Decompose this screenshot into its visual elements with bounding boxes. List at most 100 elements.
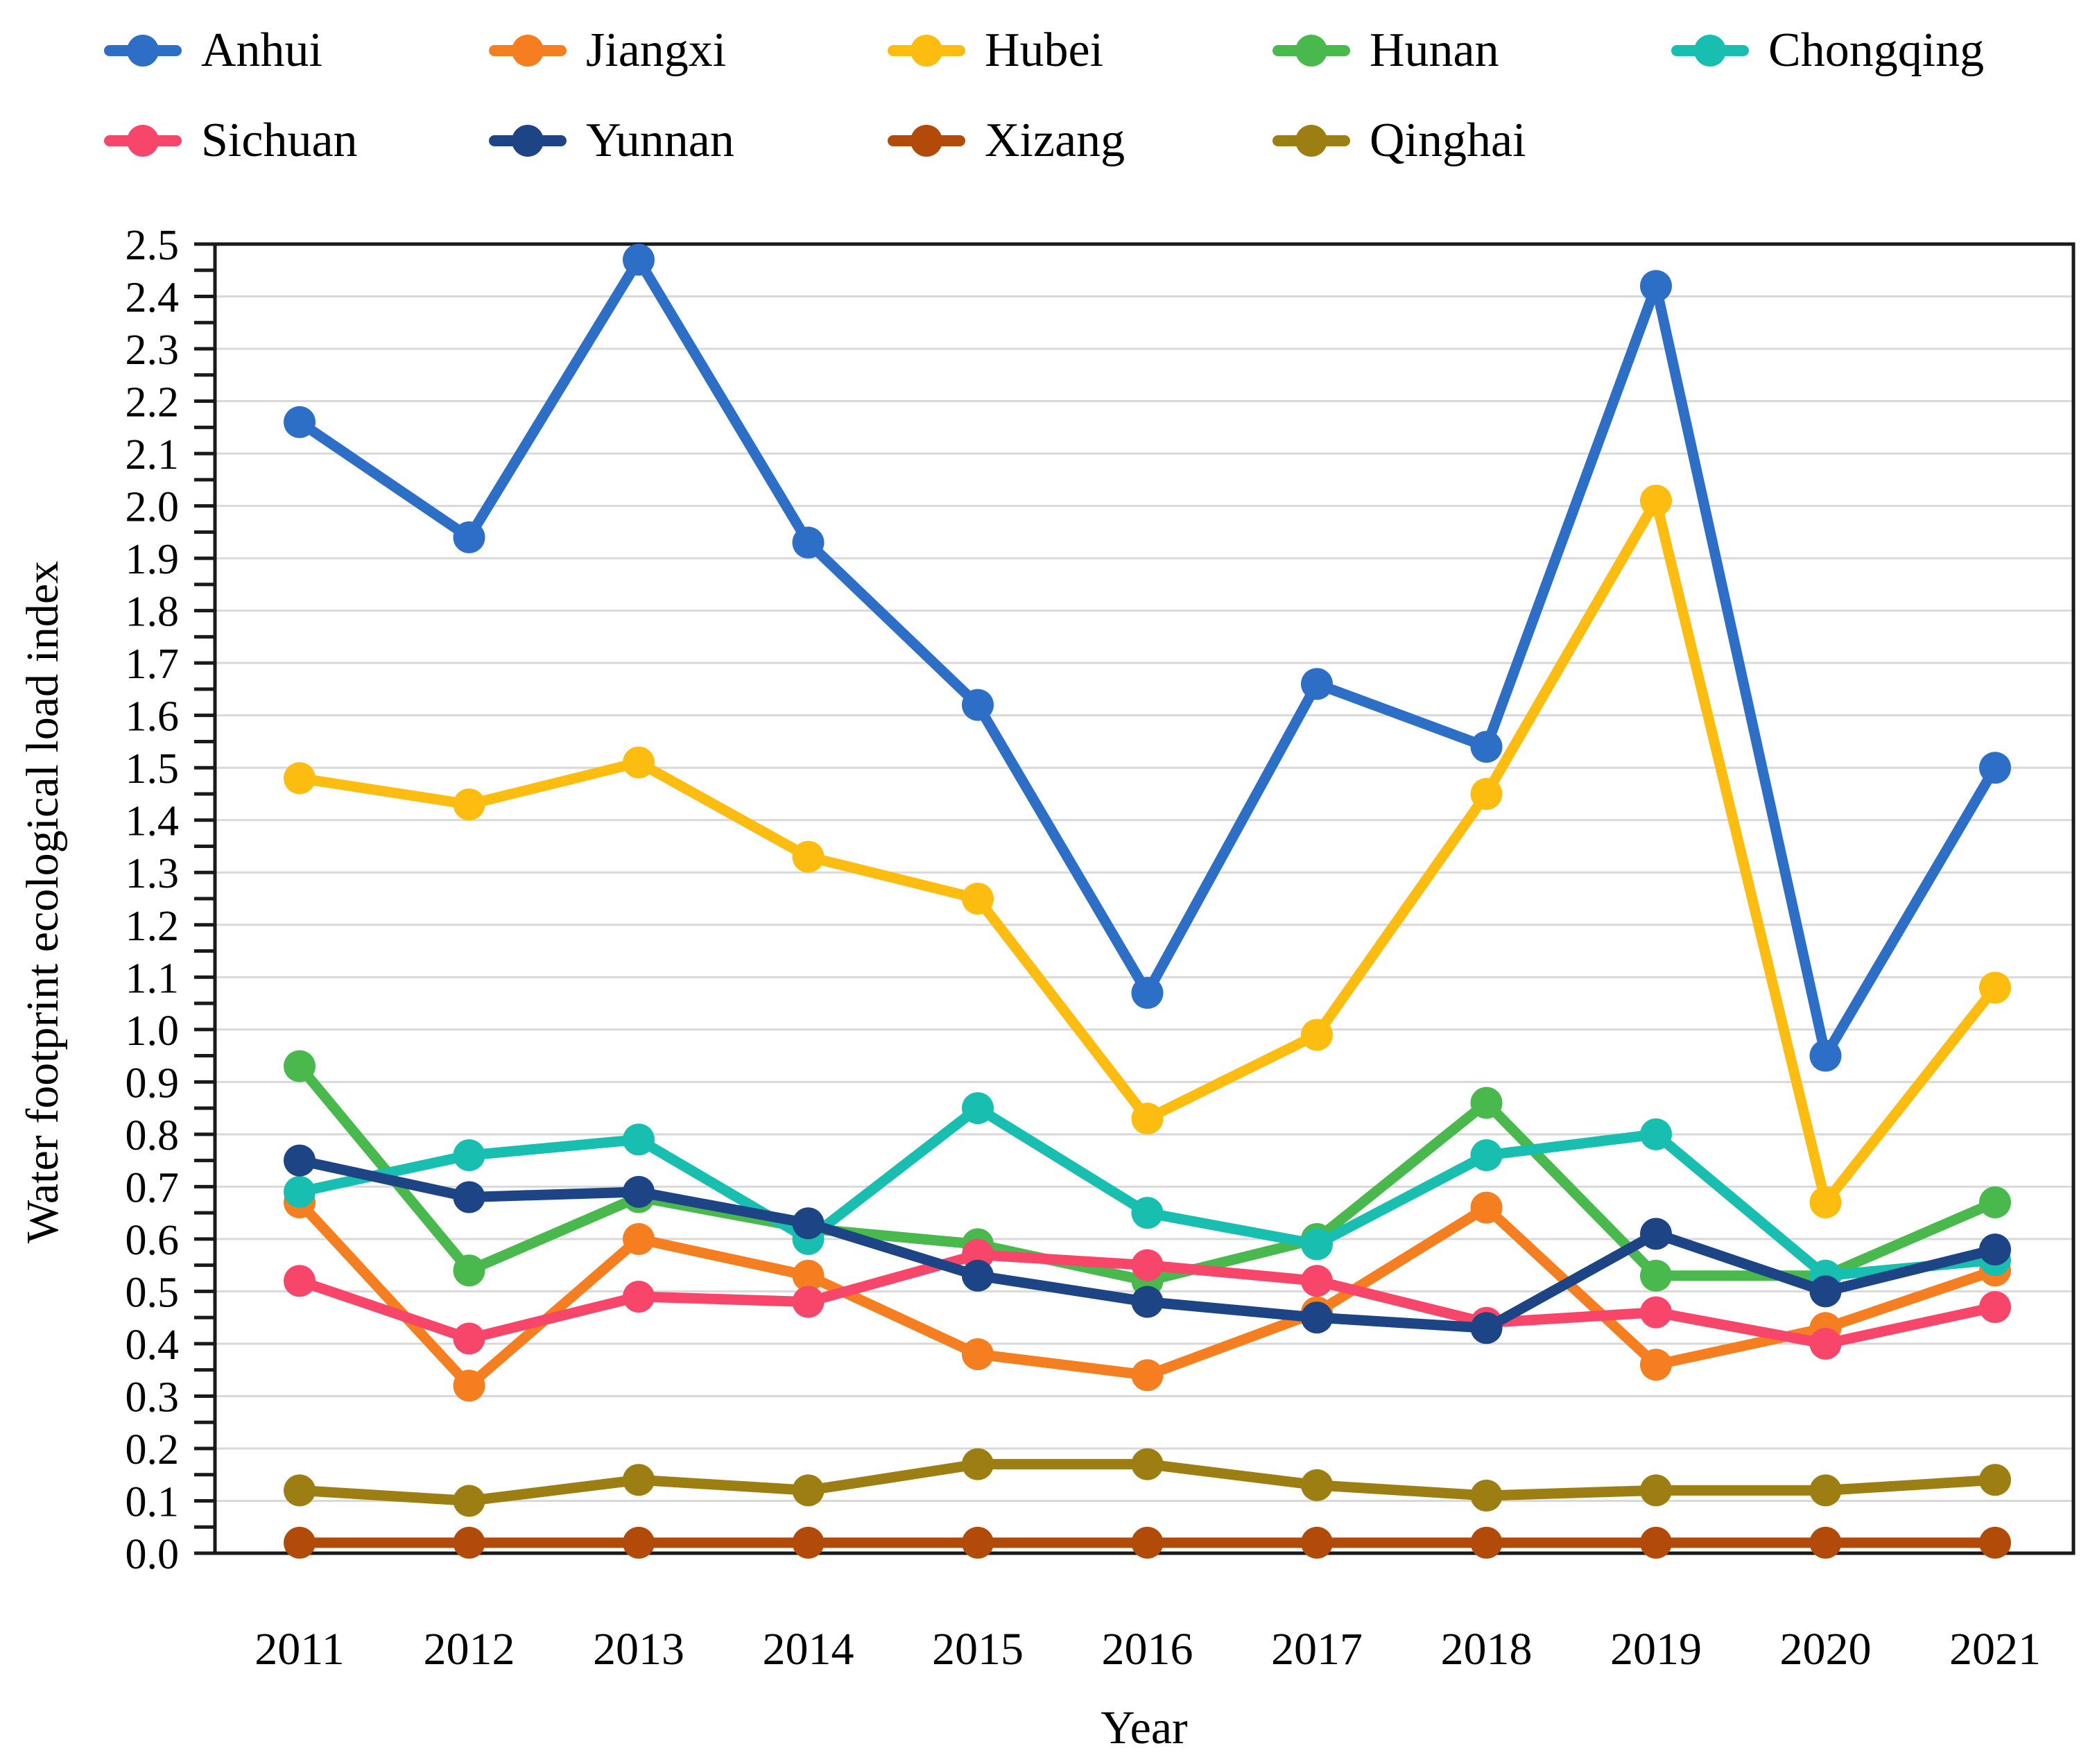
legend-item-yunnan: Yunnan — [489, 116, 734, 165]
svg-text:2021: 2021 — [1949, 1624, 2041, 1675]
data-point — [453, 521, 485, 553]
data-point — [1131, 976, 1164, 1009]
data-point — [284, 762, 316, 795]
legend-label: Hunan — [1370, 24, 1499, 77]
data-point — [623, 1464, 655, 1496]
data-point — [1640, 1218, 1672, 1250]
data-point — [1470, 1087, 1503, 1119]
legend-dot-icon — [911, 35, 942, 67]
data-point — [1301, 1526, 1333, 1559]
svg-text:2012: 2012 — [424, 1624, 515, 1675]
svg-text:2017: 2017 — [1271, 1624, 1363, 1675]
data-point — [1979, 1186, 2011, 1219]
data-point — [1809, 1186, 1842, 1219]
legend-label: Xizang — [985, 114, 1125, 167]
data-point — [792, 1259, 825, 1292]
data-point — [962, 1092, 994, 1125]
legend-item-hubei: Hubei — [888, 26, 1103, 75]
series-hubei — [284, 485, 2011, 1219]
data-point — [453, 1485, 485, 1517]
svg-text:0.6: 0.6 — [126, 1217, 180, 1264]
svg-text:1.2: 1.2 — [126, 903, 180, 950]
legend-marker-icon — [104, 35, 182, 67]
data-point — [284, 1175, 316, 1208]
data-point — [453, 1369, 485, 1402]
data-point — [1640, 1526, 1672, 1559]
svg-text:1.5: 1.5 — [126, 745, 180, 793]
series-xizang — [284, 1526, 2011, 1559]
svg-text:2.4: 2.4 — [126, 275, 180, 322]
data-point — [1640, 1474, 1672, 1507]
svg-text:1.6: 1.6 — [126, 693, 180, 741]
data-point — [1979, 971, 2011, 1004]
data-point — [792, 840, 825, 873]
data-point — [453, 788, 485, 821]
data-point — [1301, 1265, 1333, 1297]
data-point — [792, 1207, 825, 1240]
legend-item-qinghai: Qinghai — [1272, 116, 1526, 165]
svg-text:0.8: 0.8 — [126, 1112, 180, 1159]
data-point — [1979, 1233, 2011, 1265]
data-point — [792, 1526, 825, 1559]
data-point — [453, 1139, 485, 1172]
data-point — [623, 746, 655, 779]
data-point — [1470, 1312, 1503, 1344]
data-point — [792, 1286, 825, 1318]
data-point — [1301, 1469, 1333, 1501]
legend-marker-icon — [104, 125, 182, 157]
data-point — [453, 1526, 485, 1559]
x-axis-title: Year — [1101, 1701, 1188, 1754]
legend-marker-icon — [489, 35, 567, 67]
data-point — [623, 1280, 655, 1313]
data-point — [1131, 1359, 1164, 1392]
data-point — [962, 1526, 994, 1559]
legend-item-jiangxi: Jiangxi — [489, 26, 726, 75]
legend-label: Sichuan — [201, 114, 358, 167]
legend-label: Jiangxi — [586, 24, 727, 77]
legend-dot-icon — [512, 35, 544, 67]
legend-marker-icon — [888, 125, 965, 157]
data-point — [962, 689, 994, 721]
legend-label: Anhui — [201, 24, 322, 77]
series-line — [294, 495, 2001, 1208]
legend-item-sichuan: Sichuan — [104, 116, 358, 165]
chart-legend: Anhui Jiangxi Hubei Hunan Chongqing Sichuan Yu… — [0, 0, 2088, 208]
legend-marker-icon — [1272, 125, 1350, 157]
svg-text:2.3: 2.3 — [126, 327, 180, 374]
data-point — [1809, 1327, 1842, 1360]
data-point — [1131, 1102, 1164, 1135]
data-point — [284, 1144, 316, 1177]
svg-text:0.1: 0.1 — [126, 1478, 180, 1525]
data-point — [284, 1050, 316, 1082]
data-point — [284, 406, 316, 438]
legend-label: Chongqing — [1768, 24, 1985, 77]
data-point — [1470, 1191, 1503, 1224]
svg-text:2018: 2018 — [1441, 1624, 1533, 1675]
svg-text:0.7: 0.7 — [126, 1164, 180, 1211]
data-point — [623, 1175, 655, 1208]
legend-item-xizang: Xizang — [888, 116, 1125, 165]
data-point — [1131, 1286, 1164, 1318]
y-tick-labels: 0.0 0.1 0.2 0.3 0.4 0.5 0.6 0.7 0.8 0.9 1.0 1.1 1.2 1… — [126, 222, 180, 1578]
svg-text:2019: 2019 — [1610, 1624, 1702, 1675]
svg-text:2015: 2015 — [932, 1624, 1024, 1675]
data-point — [1470, 730, 1503, 763]
data-point — [1640, 485, 1672, 517]
data-point — [1640, 1259, 1672, 1292]
data-point — [1301, 1302, 1333, 1334]
data-point — [962, 1338, 994, 1371]
svg-text:0.5: 0.5 — [126, 1269, 180, 1316]
data-point — [1640, 1349, 1672, 1381]
data-point — [1470, 1139, 1503, 1172]
data-point — [1470, 1479, 1503, 1512]
legend-marker-icon — [489, 125, 567, 157]
data-point — [623, 1222, 655, 1255]
legend-item-chongqing: Chongqing — [1671, 26, 1984, 75]
legend-dot-icon — [1295, 125, 1327, 157]
data-point — [284, 1526, 316, 1559]
svg-text:2020: 2020 — [1780, 1624, 1872, 1675]
data-point — [1301, 668, 1333, 700]
svg-text:2016: 2016 — [1102, 1624, 1193, 1675]
svg-text:1.0: 1.0 — [126, 1008, 180, 1055]
series-line — [294, 1061, 2001, 1286]
